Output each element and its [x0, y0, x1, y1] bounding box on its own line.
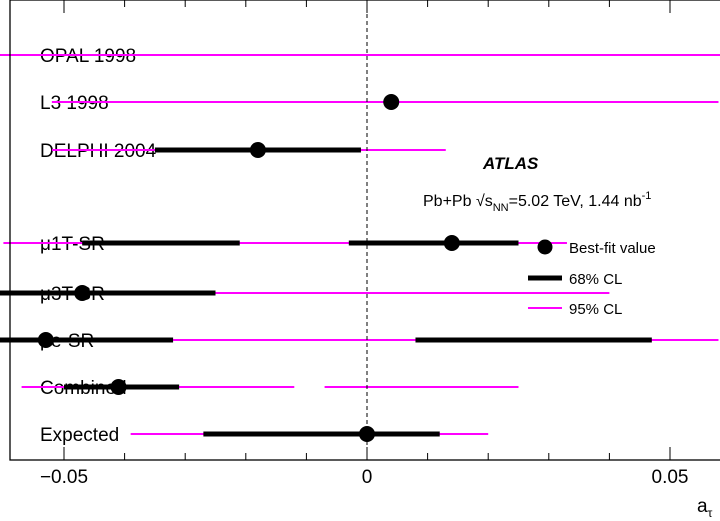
experiment-label: ATLAS [482, 154, 539, 173]
row-3: μ1T-SR [3, 234, 567, 255]
row-label: μ1T-SR [40, 234, 105, 255]
run-info: Pb+Pb √sNN=5.02 TeV, 1.44 nb-1 [423, 190, 651, 214]
row-6: Combined [21, 378, 519, 399]
plot-frame [9, 0, 720, 461]
legend-95-label: 95% CL [569, 301, 622, 318]
best-fit-marker [74, 285, 91, 301]
row-5: μe-SR [0, 331, 719, 352]
legend-best-fit-label: Best-fit value [569, 240, 656, 257]
x-tick-label: −0.05 [40, 467, 88, 488]
row-1: L3 1998 [40, 93, 719, 114]
best-fit-marker [249, 142, 266, 158]
legend-68-label: 68% CL [569, 271, 622, 288]
best-fit-marker [383, 94, 400, 110]
x-axis-title: aτ [697, 496, 713, 520]
row-label: Expected [40, 425, 119, 446]
best-fit-marker [443, 235, 460, 251]
row-label: OPAL 1998 [40, 46, 136, 67]
legend-marker-swatch [537, 239, 553, 255]
best-fit-marker [110, 379, 127, 395]
x-tick-label: 0 [362, 467, 373, 488]
row-2: DELPHI 2004 [40, 141, 446, 162]
rows-layer: OPAL 1998 L3 1998 DELPHI 2004 μ1T-SR μ3T-SR μ… [0, 46, 720, 446]
row-7: Expected [40, 425, 489, 446]
row-label: DELPHI 2004 [40, 141, 157, 162]
row-label: L3 1998 [40, 93, 109, 114]
x-tick-label: 0.05 [652, 467, 689, 488]
row-4: μ3T-SR [0, 284, 610, 305]
best-fit-marker [37, 332, 54, 348]
legend: Best-fit value 68% CL 95% CL [528, 239, 656, 318]
row-0: OPAL 1998 [0, 46, 720, 67]
